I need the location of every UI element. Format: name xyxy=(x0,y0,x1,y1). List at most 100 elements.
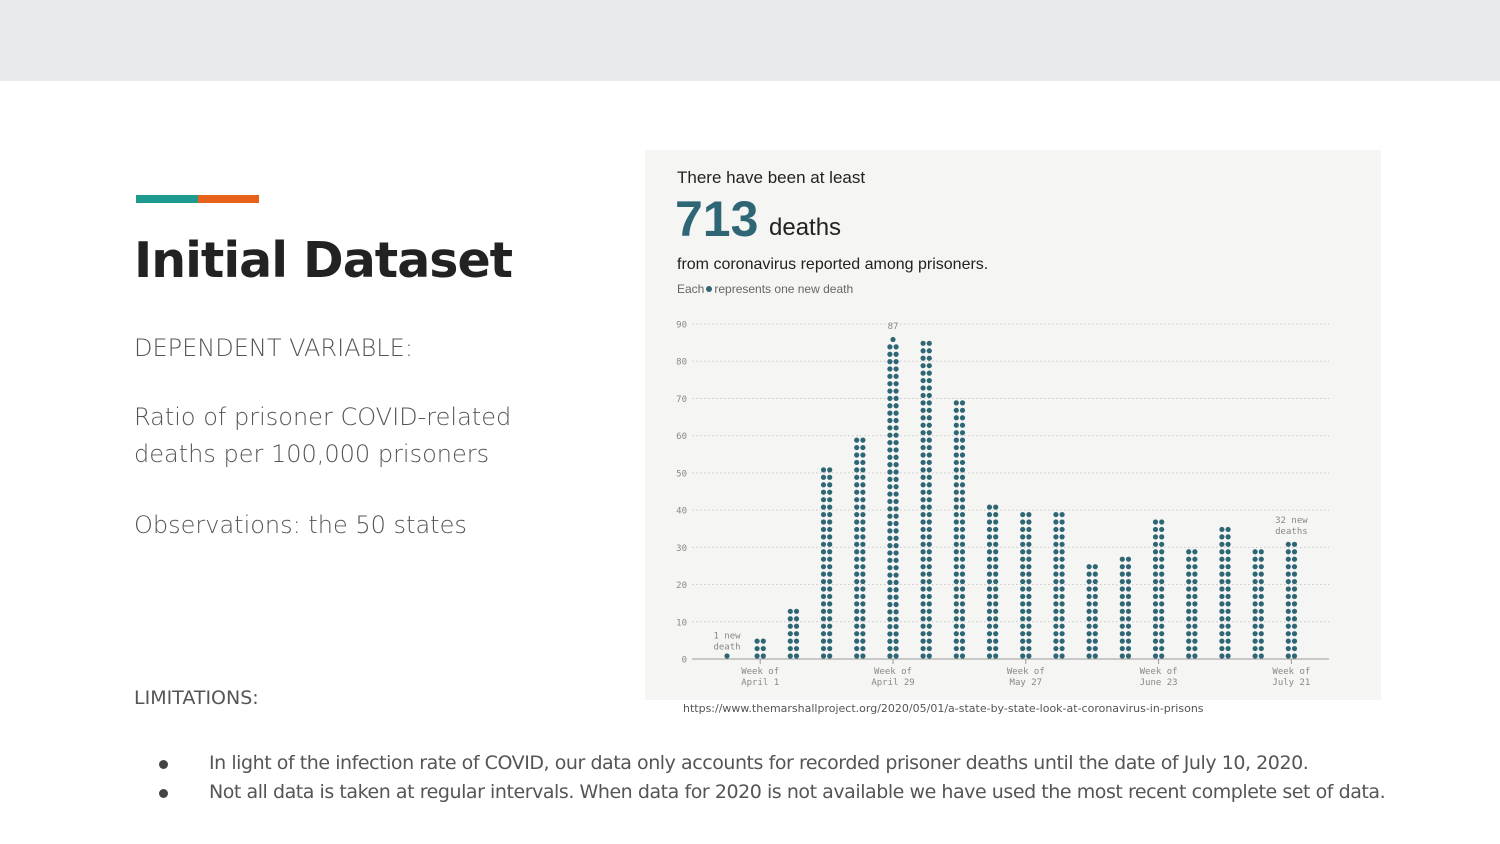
slide-title: Initial Dataset xyxy=(134,232,513,289)
death-dot xyxy=(820,593,827,600)
death-dot xyxy=(1159,549,1165,555)
death-dot xyxy=(887,550,893,556)
death-dot xyxy=(1086,645,1092,652)
death-dot xyxy=(926,631,932,637)
death-dot xyxy=(1291,645,1298,652)
death-dot xyxy=(1053,511,1059,518)
death-dot xyxy=(1026,608,1032,614)
death-dot xyxy=(953,653,959,659)
death-dot xyxy=(953,526,959,533)
death-dot xyxy=(986,608,993,614)
source-link[interactable]: https://www.themarshallproject.org/2020/… xyxy=(683,702,1204,715)
death-dot xyxy=(854,601,860,607)
death-dot xyxy=(953,400,959,406)
bar-dot-stack xyxy=(1119,556,1132,659)
death-dot xyxy=(959,519,966,525)
death-dot xyxy=(1125,556,1132,562)
death-dot xyxy=(1059,571,1065,577)
death-dot xyxy=(1020,549,1026,555)
death-dot xyxy=(959,430,966,436)
death-dot xyxy=(926,407,932,413)
death-dot xyxy=(1258,653,1264,659)
death-dot xyxy=(854,467,860,473)
death-dot xyxy=(1119,631,1125,637)
death-dot xyxy=(993,645,999,652)
death-dot xyxy=(1186,623,1192,629)
death-dot xyxy=(1059,534,1065,540)
death-dot xyxy=(953,519,959,525)
death-dot xyxy=(1192,645,1198,652)
death-dot xyxy=(893,557,899,563)
death-dot xyxy=(854,549,860,555)
death-dot xyxy=(887,381,893,387)
death-dot xyxy=(893,432,899,438)
death-dot xyxy=(1258,616,1264,622)
death-dot xyxy=(854,452,860,458)
death-dot xyxy=(754,645,760,652)
death-dot xyxy=(920,452,926,458)
death-dot xyxy=(1020,534,1026,540)
death-dot xyxy=(926,340,932,346)
death-dot xyxy=(887,543,893,549)
death-dot xyxy=(1192,631,1198,637)
death-dot xyxy=(860,586,866,592)
death-dot xyxy=(1059,511,1065,518)
x-tick-label: Week of xyxy=(1140,667,1178,677)
accent-bar-teal xyxy=(136,195,198,203)
death-dot xyxy=(860,556,866,562)
death-dot xyxy=(854,564,860,570)
death-dot xyxy=(1152,578,1159,585)
death-dot xyxy=(893,638,899,644)
bar-dot-stack xyxy=(820,467,833,659)
death-dot xyxy=(926,526,932,533)
death-dot xyxy=(920,422,926,428)
death-dot xyxy=(860,511,866,518)
death-dot xyxy=(1258,608,1264,614)
death-dot xyxy=(1285,638,1291,644)
death-dot xyxy=(1125,638,1132,644)
death-dot xyxy=(887,594,893,600)
death-dot xyxy=(926,645,932,652)
death-dot xyxy=(820,653,827,659)
death-dot xyxy=(854,623,860,629)
death-dot xyxy=(1092,638,1098,644)
death-dot xyxy=(854,653,860,659)
death-dot xyxy=(854,497,860,503)
death-dot xyxy=(860,467,866,473)
death-dot xyxy=(854,578,860,585)
death-dot xyxy=(926,586,932,592)
death-dot xyxy=(1258,586,1264,592)
death-dot xyxy=(887,609,893,615)
death-dot xyxy=(1258,638,1264,644)
death-dot xyxy=(993,586,999,592)
death-dot xyxy=(920,653,926,659)
death-dot xyxy=(953,608,959,614)
death-dot xyxy=(920,340,926,346)
x-tick-label: Week of xyxy=(874,667,912,677)
death-dot xyxy=(787,608,793,614)
death-dot xyxy=(887,491,893,497)
death-dot xyxy=(1020,511,1026,518)
death-dot xyxy=(1053,549,1059,555)
death-dot xyxy=(893,366,899,372)
death-dot xyxy=(926,541,932,547)
death-dot xyxy=(1186,578,1192,585)
death-dot xyxy=(993,541,999,547)
death-dot xyxy=(1186,593,1192,600)
death-dot xyxy=(820,571,827,577)
death-dot xyxy=(1125,578,1132,585)
death-dot xyxy=(1258,564,1264,570)
death-dot xyxy=(1152,608,1159,614)
death-dot xyxy=(1186,571,1192,577)
death-dot xyxy=(926,467,932,473)
death-dot xyxy=(820,638,827,644)
death-dot xyxy=(1219,608,1225,614)
death-dot xyxy=(887,432,893,438)
death-dot xyxy=(920,444,926,451)
death-dot xyxy=(993,534,999,540)
death-dot xyxy=(854,645,860,652)
death-dot xyxy=(1026,653,1032,659)
death-dot xyxy=(754,638,760,644)
death-dot xyxy=(959,459,966,466)
